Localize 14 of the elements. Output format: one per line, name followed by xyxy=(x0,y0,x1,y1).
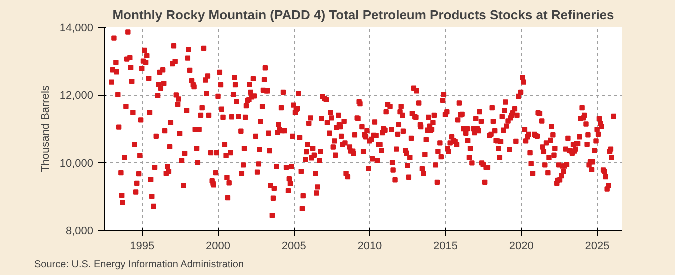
x-tick-label: 2020 xyxy=(509,240,534,252)
y-tick-label: 12,000 xyxy=(60,90,94,102)
chart-title: Monthly Rocky Mountain (PADD 4) Total Petroleum Products Stocks at Refineries xyxy=(112,8,614,22)
x-tick-label: 2015 xyxy=(434,240,458,252)
y-tick-label: 8,000 xyxy=(66,226,94,238)
y-axis-title: Thousand Barrels xyxy=(40,85,52,172)
x-tick-label: 2005 xyxy=(282,240,306,252)
y-tick-label: 10,000 xyxy=(60,158,94,170)
x-tick-label: 2025 xyxy=(585,240,610,252)
x-tick-label: 2010 xyxy=(358,240,382,252)
y-tick-label: 14,000 xyxy=(60,22,94,34)
x-tick-label: 2000 xyxy=(206,240,231,252)
x-tick-label: 1995 xyxy=(130,240,155,252)
source-note: Source: U.S. Energy Information Administration xyxy=(34,260,244,270)
